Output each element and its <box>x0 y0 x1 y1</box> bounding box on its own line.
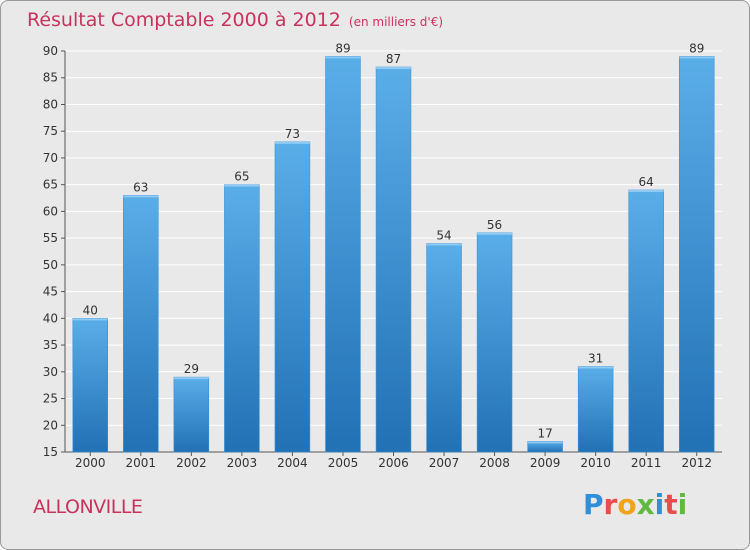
x-tick-label: 2004 <box>277 456 308 470</box>
bar-highlight <box>679 56 715 59</box>
y-tick-label: 85 <box>43 71 58 85</box>
bar <box>224 184 260 453</box>
bar-highlight <box>477 232 513 235</box>
x-tick-label: 2008 <box>479 456 510 470</box>
bar-value-label: 64 <box>639 175 654 189</box>
bar-value-label: 31 <box>588 351 603 365</box>
y-tick-label: 80 <box>43 97 58 111</box>
bar <box>628 189 664 453</box>
bar-value-label: 29 <box>184 362 199 376</box>
chart-title: Résultat Comptable 2000 à 2012 (en millie… <box>27 9 443 31</box>
y-tick-label: 65 <box>43 178 58 192</box>
bar-value-label: 54 <box>436 228 451 242</box>
logo-letter: i <box>677 488 688 521</box>
bar <box>274 141 311 453</box>
bar-highlight <box>173 377 209 380</box>
bar <box>123 195 159 453</box>
bar-value-label: 73 <box>285 127 300 141</box>
x-tick-label: 2012 <box>681 456 712 470</box>
bar <box>577 366 614 453</box>
x-tick-label: 2002 <box>176 456 207 470</box>
y-tick-label: 60 <box>43 204 58 218</box>
bar-highlight <box>325 56 361 59</box>
logo-letter: o <box>617 488 637 521</box>
bar-value-label: 89 <box>335 41 350 55</box>
bar-highlight <box>376 67 411 70</box>
y-tick-label: 20 <box>43 418 58 432</box>
bar-highlight <box>224 184 260 187</box>
logo-letter: i <box>654 488 665 521</box>
bar <box>476 232 513 453</box>
y-tick-label: 15 <box>43 445 58 459</box>
x-tick-label: 2003 <box>227 456 258 470</box>
axis-layer: 15 20 25 30 35 40 45 50 55 60 65 70 75 80 85 90 2000 2001… <box>43 44 722 470</box>
bar <box>173 376 210 453</box>
bar-value-label: 65 <box>234 170 249 184</box>
label-layer: 40 63 29 65 73 89 87 54 56 17 31 64 89 <box>83 41 705 440</box>
bar-highlight <box>628 190 664 193</box>
y-tick-label: 30 <box>43 365 58 379</box>
bar <box>678 56 715 453</box>
x-tick-label: 2005 <box>328 456 359 470</box>
bar-highlight <box>274 141 310 144</box>
bar-value-label: 87 <box>386 52 401 66</box>
logo-letter: P <box>583 488 604 521</box>
commune-name: ALLONVILLE <box>33 496 143 518</box>
y-tick-label: 70 <box>43 151 58 165</box>
bar-value-label: 17 <box>537 426 552 440</box>
logo-letter: x <box>636 488 655 521</box>
bar-layer <box>72 56 715 453</box>
proxiti-logo[interactable]: Proxiti <box>583 488 687 521</box>
bar <box>325 56 361 453</box>
x-tick-label: 2010 <box>580 456 611 470</box>
x-tick-label: 2006 <box>378 456 409 470</box>
x-tick-label: 2000 <box>75 456 106 470</box>
bar <box>426 243 462 453</box>
x-tick-label: 2007 <box>429 456 460 470</box>
bar <box>375 66 412 453</box>
y-tick-label: 25 <box>43 392 58 406</box>
bar-highlight <box>527 441 563 444</box>
x-tick-label: 2009 <box>530 456 561 470</box>
y-tick-label: 40 <box>43 311 58 325</box>
bar-highlight <box>426 243 462 246</box>
chart-title-text: Résultat Comptable 2000 à 2012 <box>27 9 341 31</box>
bar-value-label: 63 <box>133 180 148 194</box>
logo-letter: t <box>664 488 678 521</box>
y-tick-label: 90 <box>43 44 58 58</box>
bar-value-label: 40 <box>83 303 98 317</box>
bar-highlight <box>578 366 614 369</box>
bar <box>72 318 109 453</box>
y-tick-label: 75 <box>43 124 58 138</box>
x-tick-label: 2011 <box>631 456 662 470</box>
chart-subtitle: (en milliers d'€) <box>348 15 444 29</box>
y-tick-label: 35 <box>43 338 58 352</box>
y-tick-label: 55 <box>43 231 58 245</box>
x-tick-label: 2001 <box>126 456 157 470</box>
logo-letter: r <box>603 488 618 521</box>
bar-highlight <box>123 195 159 198</box>
y-tick-label: 45 <box>43 285 58 299</box>
bar-value-label: 89 <box>689 41 704 55</box>
bar-highlight <box>72 318 108 321</box>
bar-value-label: 56 <box>487 218 502 232</box>
y-tick-label: 50 <box>43 258 58 272</box>
